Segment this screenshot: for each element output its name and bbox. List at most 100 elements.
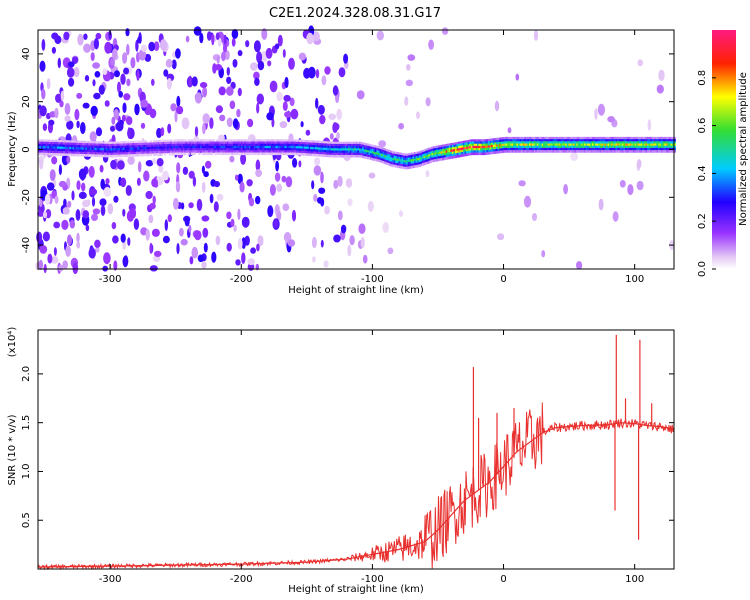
y-tick-label: 40 bbox=[21, 48, 32, 61]
spectrogram-ridge-cell bbox=[615, 147, 618, 151]
spectrogram-ridge-cell bbox=[88, 141, 91, 144]
spectrogram-ridge-cell bbox=[223, 139, 226, 142]
spectrogram-ridge-cell bbox=[565, 145, 568, 149]
spectrogram-ridge-cell bbox=[233, 139, 236, 142]
spectrogram-ridge-cell bbox=[344, 141, 348, 145]
spectrogram-ridge-cell bbox=[466, 151, 469, 154]
spectrogram-ridge-cell bbox=[546, 145, 549, 149]
spectrogram-cell bbox=[332, 122, 340, 131]
spectrogram-ridge-cell bbox=[371, 151, 374, 154]
spectrogram-cell bbox=[76, 241, 81, 249]
spectrogram-ridge-cell bbox=[544, 136, 547, 140]
spectrogram-ridge-cell bbox=[617, 139, 620, 142]
spectrogram-ridge-cell bbox=[149, 144, 152, 148]
spectrogram-cell bbox=[164, 219, 168, 232]
spectrogram-ridge-cell bbox=[255, 143, 258, 147]
spectrogram-ridge-cell bbox=[348, 150, 351, 154]
spectrogram-ridge-cell bbox=[459, 152, 462, 155]
spectrogram-ridge-cell bbox=[466, 140, 469, 143]
spectrogram-cell bbox=[149, 202, 156, 210]
spectrogram-ridge-cell bbox=[137, 140, 140, 144]
spectrogram-cell bbox=[226, 67, 230, 76]
spectrogram-ridge-cell bbox=[195, 141, 198, 145]
spectrogram-ridge-cell bbox=[455, 142, 458, 145]
spectrogram-ridge-cell bbox=[247, 139, 250, 142]
spectrogram-cell bbox=[298, 160, 302, 168]
spectrogram-ridge-cell bbox=[148, 151, 151, 154]
spectrogram-ridge-cell bbox=[519, 136, 522, 140]
spectrogram-ridge-cell bbox=[631, 145, 634, 149]
spectrogram-ridge-cell bbox=[163, 141, 167, 145]
spectrogram-cell bbox=[226, 86, 234, 96]
spectrogram-ridge-cell bbox=[80, 151, 83, 155]
spectrogram-ridge-cell bbox=[626, 145, 629, 149]
spectrogram-ridge-cell bbox=[49, 144, 52, 147]
spectrogram-ridge-cell bbox=[398, 161, 401, 164]
spectrogram-ridge-cell bbox=[374, 152, 377, 155]
spectrogram-cell bbox=[39, 159, 44, 170]
spectrogram-cell bbox=[88, 247, 96, 259]
spectrogram-ridge-cell bbox=[44, 146, 47, 149]
spectrogram-cell bbox=[376, 30, 384, 41]
spectrogram-ridge-cell bbox=[134, 145, 137, 148]
spectrogram-ridge-cell bbox=[324, 141, 327, 144]
spectrogram-ridge-cell bbox=[384, 148, 387, 151]
spectrogram-ridge-cell bbox=[486, 150, 489, 153]
spectrogram-ridge-cell bbox=[129, 147, 132, 151]
spectrogram-ridge-cell bbox=[480, 139, 483, 142]
spectrogram-ridge-cell bbox=[629, 150, 632, 153]
spectrogram-cell bbox=[232, 118, 239, 129]
spectrogram-ridge-cell bbox=[658, 147, 661, 151]
spectrogram-ridge-cell bbox=[514, 139, 517, 142]
colorbar-tick-label: 0.0 bbox=[697, 261, 708, 277]
spectrogram-cell bbox=[194, 92, 202, 104]
spectrogram-ridge-cell bbox=[470, 145, 473, 149]
spectrogram-ridge-cell bbox=[192, 152, 195, 156]
spectrogram-ridge-cell bbox=[596, 139, 599, 142]
spectrogram-ridge-cell bbox=[198, 139, 201, 142]
spectrogram-ridge-cell bbox=[248, 139, 252, 142]
spectrogram-ridge-cell bbox=[113, 150, 116, 153]
spectrogram-ridge-cell bbox=[371, 149, 374, 152]
spectrogram-ridge-cell bbox=[447, 154, 450, 158]
spectrogram-ridge-cell bbox=[533, 136, 536, 140]
spectrogram-ridge-cell bbox=[333, 154, 336, 158]
spectrogram-cell bbox=[66, 67, 75, 78]
spectrogram-ridge-cell bbox=[162, 139, 165, 143]
spectrogram-cell bbox=[358, 223, 366, 234]
spectrogram-ridge-cell bbox=[93, 149, 96, 153]
spectrogram-cell bbox=[215, 235, 221, 246]
spectrogram-ridge-cell bbox=[530, 136, 533, 140]
spectrogram-ridge-cell bbox=[628, 150, 631, 153]
spectrogram-ridge-cell bbox=[568, 147, 571, 151]
spectrogram-cell bbox=[68, 77, 75, 87]
spectrogram-ridge-cell bbox=[536, 139, 539, 142]
spectrogram-ridge-cell bbox=[42, 152, 45, 156]
spectrogram-ridge-cell bbox=[448, 149, 451, 153]
spectrogram-ridge-cell bbox=[444, 146, 447, 149]
spectrogram-cell bbox=[284, 76, 289, 89]
spectrogram-ridge-cell bbox=[296, 150, 299, 154]
spectrogram-ridge-cell bbox=[267, 141, 270, 145]
spectrogram-ridge-cell bbox=[171, 146, 174, 149]
spectrogram-ridge-cell bbox=[119, 152, 122, 155]
spectrogram-cell bbox=[44, 193, 51, 205]
spectrogram-ridge-cell bbox=[558, 150, 562, 153]
spectrogram-ridge-cell bbox=[527, 139, 530, 142]
spectrogram-ridge-cell bbox=[560, 145, 563, 149]
spectrogram-ridge-cell bbox=[469, 144, 472, 147]
spectrogram-ridge-cell bbox=[502, 139, 505, 142]
spectrogram-ridge-cell bbox=[484, 139, 488, 142]
spectrogram-ridge-cell bbox=[433, 148, 436, 151]
spectrogram-ridge-cell bbox=[643, 145, 646, 149]
spectrogram-ridge-cell bbox=[300, 144, 303, 147]
spectrogram-ridge-cell bbox=[536, 145, 539, 149]
spectrogram-ridge-cell bbox=[455, 144, 458, 147]
spectrogram-ridge-cell bbox=[217, 139, 220, 142]
snr-spikes bbox=[472, 334, 653, 540]
spectrogram-ridge-cell bbox=[469, 139, 472, 143]
spectrogram-cell bbox=[607, 116, 615, 123]
x-tick-label: -200 bbox=[230, 574, 253, 585]
spectrogram-ridge-cell bbox=[204, 139, 207, 142]
spectrogram-cell bbox=[201, 215, 210, 222]
